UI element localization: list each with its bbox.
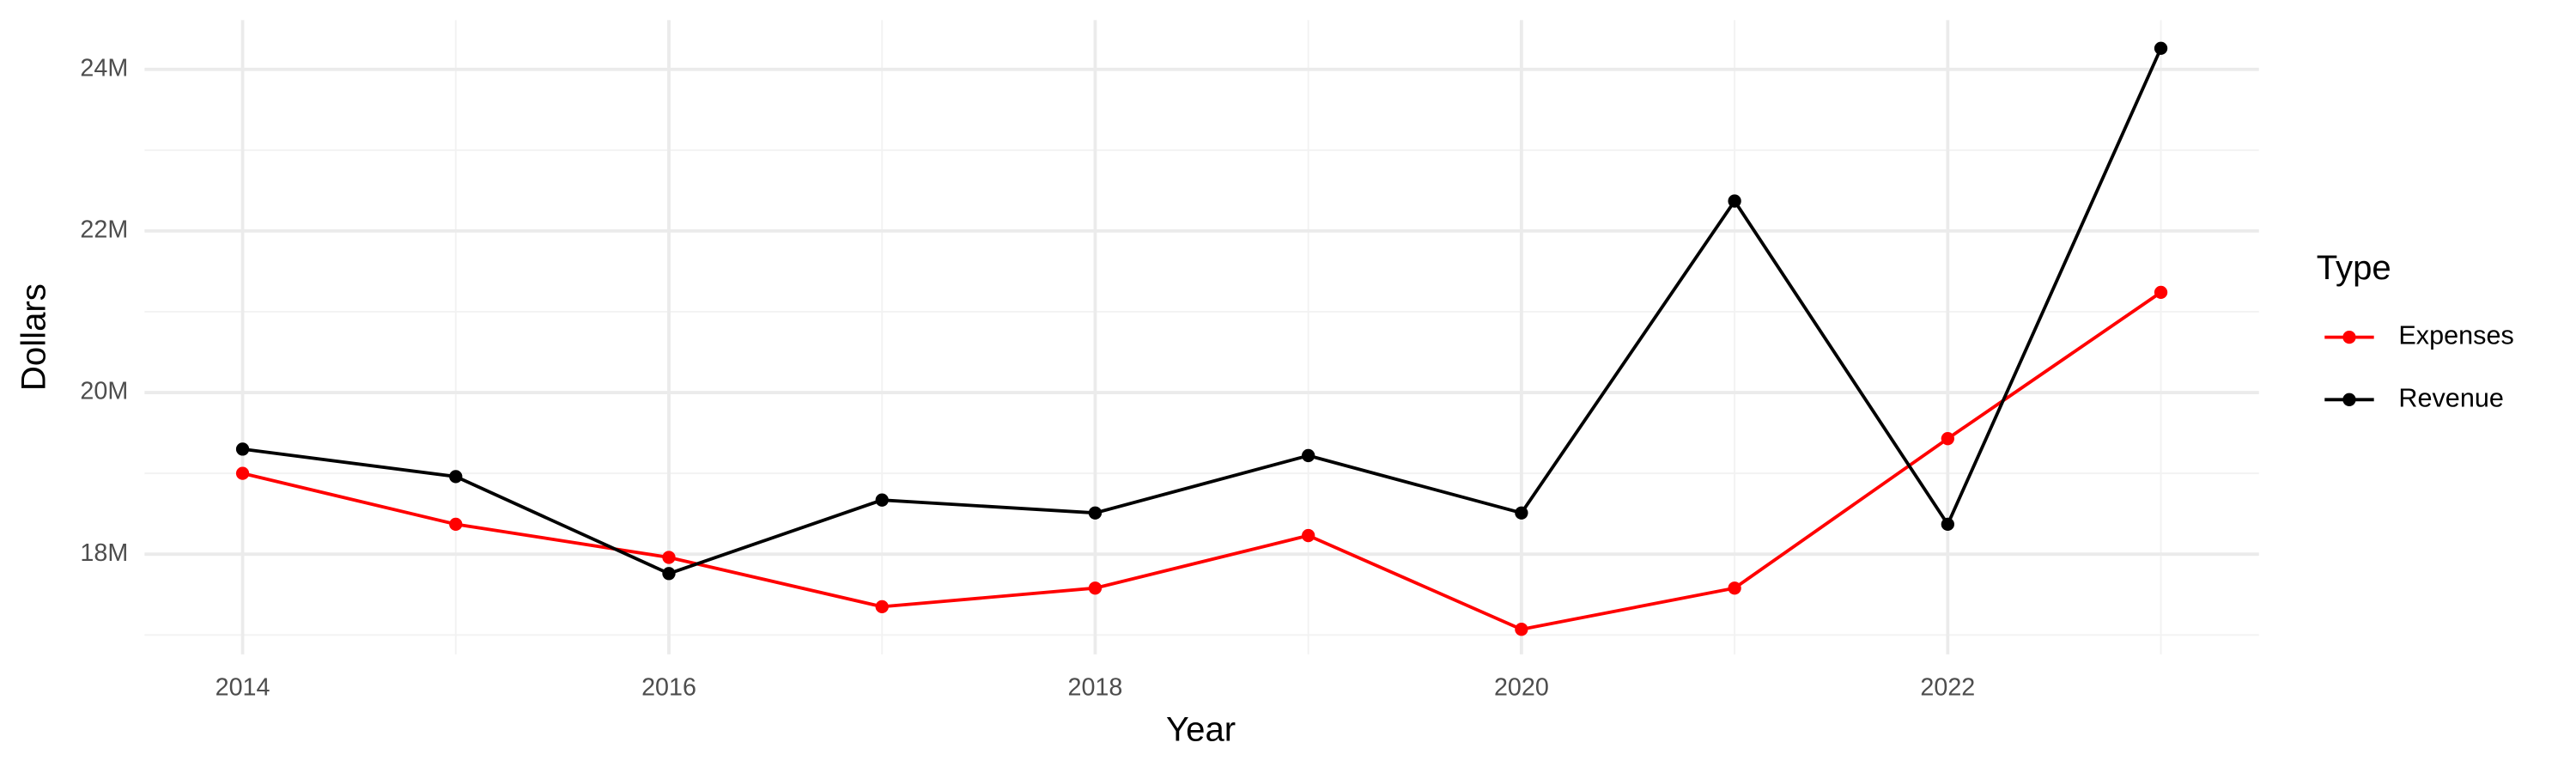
data-point xyxy=(1941,432,1954,446)
x-axis-title: Year xyxy=(1166,709,1236,748)
x-tick-label: 2020 xyxy=(1494,674,1549,702)
data-point xyxy=(1941,517,1954,532)
legend-marker xyxy=(2342,330,2356,344)
data-point xyxy=(1302,448,1315,463)
legend-title: Type xyxy=(2317,248,2391,287)
data-point xyxy=(235,442,250,456)
legend-marker xyxy=(2342,393,2356,406)
data-point xyxy=(875,493,889,507)
data-point xyxy=(1088,581,1103,595)
data-point xyxy=(449,517,463,532)
data-point xyxy=(449,470,463,484)
data-point xyxy=(662,551,676,564)
series-line xyxy=(242,47,2163,575)
data-point xyxy=(1515,623,1528,636)
y-tick-label: 20M xyxy=(80,378,128,405)
x-tick-label: 2018 xyxy=(1068,674,1123,702)
series-line xyxy=(242,290,2162,631)
y-tick-label: 24M xyxy=(80,54,128,82)
y-axis-title: Dollars xyxy=(15,283,53,391)
y-tick-label: 18M xyxy=(80,539,128,567)
x-tick-label: 2016 xyxy=(641,674,696,702)
data-point xyxy=(235,466,250,480)
data-point xyxy=(662,567,676,581)
data-point xyxy=(875,600,889,614)
data-point xyxy=(1088,506,1103,520)
data-point xyxy=(2154,41,2168,55)
y-tick-label: 22M xyxy=(80,216,128,243)
x-tick-label: 2022 xyxy=(1920,674,1975,702)
data-point xyxy=(2154,285,2168,300)
data-point xyxy=(1302,528,1315,543)
legend-label: Expenses xyxy=(2398,321,2513,350)
legend-label: Revenue xyxy=(2398,383,2504,412)
data-point xyxy=(1728,581,1741,595)
data-point xyxy=(1728,194,1741,208)
x-tick-label: 2014 xyxy=(216,674,270,702)
data-point xyxy=(1515,506,1528,520)
